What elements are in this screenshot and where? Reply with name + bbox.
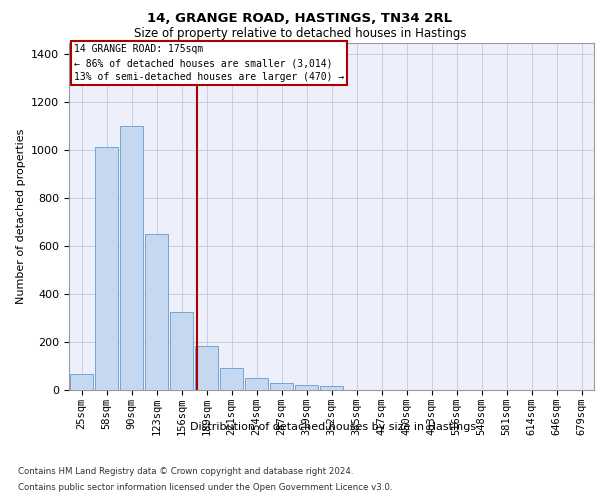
Bar	[95, 147, 118, 390]
Bar	[295, 384, 319, 390]
Text: Contains HM Land Registry data © Crown copyright and database right 2024.: Contains HM Land Registry data © Crown c…	[18, 468, 353, 476]
Bar	[320, 386, 343, 390]
Bar	[220, 368, 244, 390]
Bar	[194, 346, 218, 390]
Y-axis label: Number of detached properties: Number of detached properties	[16, 128, 26, 304]
Bar	[170, 312, 193, 390]
Text: Distribution of detached houses by size in Hastings: Distribution of detached houses by size …	[190, 422, 476, 432]
Bar	[269, 384, 293, 390]
Bar	[245, 378, 268, 390]
Text: Contains public sector information licensed under the Open Government Licence v3: Contains public sector information licen…	[18, 482, 392, 492]
Bar	[145, 234, 169, 390]
Text: 14 GRANGE ROAD: 175sqm
← 86% of detached houses are smaller (3,014)
13% of semi-: 14 GRANGE ROAD: 175sqm ← 86% of detached…	[74, 44, 344, 82]
Bar	[70, 374, 94, 390]
Text: 14, GRANGE ROAD, HASTINGS, TN34 2RL: 14, GRANGE ROAD, HASTINGS, TN34 2RL	[148, 12, 452, 26]
Text: Size of property relative to detached houses in Hastings: Size of property relative to detached ho…	[134, 28, 466, 40]
Bar	[119, 126, 143, 390]
